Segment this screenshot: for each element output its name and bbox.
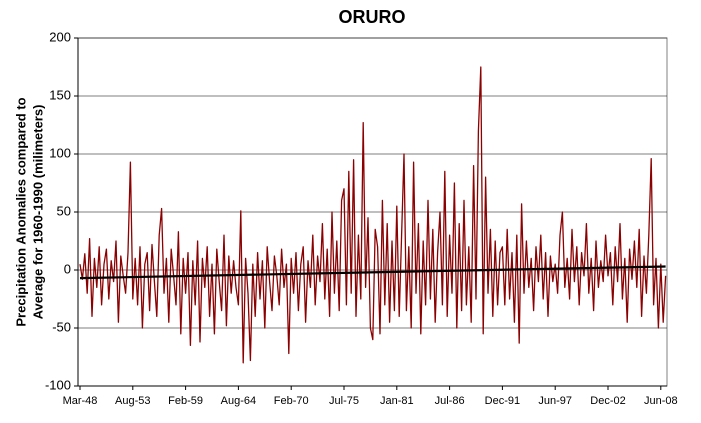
x-tick-label: Feb-70 <box>274 395 309 407</box>
y-tick-label: 200 <box>49 29 71 44</box>
x-tick-label: Jun-08 <box>644 395 678 407</box>
x-tick-label: Feb-59 <box>168 395 203 407</box>
chart-title: ORURO <box>339 7 406 27</box>
y-axis-title-line: Precipitation Anomalies compared to <box>13 97 28 326</box>
trend-line <box>79 265 666 280</box>
y-axis-title-line: Average for 1960-1990 (milimeters) <box>30 105 45 320</box>
x-tick-label: Dec-02 <box>590 395 625 407</box>
y-tick-label: 50 <box>57 203 71 218</box>
x-tick-label: Jul-86 <box>435 395 465 407</box>
x-tick-label: Dec-91 <box>485 395 520 407</box>
series-line <box>79 66 667 364</box>
y-tick-label: 150 <box>49 87 71 102</box>
x-tick-label: Jun-97 <box>538 395 572 407</box>
x-tick-label: Jan-81 <box>380 395 414 407</box>
x-tick-label: Aug-64 <box>221 395 256 407</box>
x-tick-label: Jul-75 <box>329 395 359 407</box>
y-axis-title: Precipitation Anomalies compared to Aver… <box>13 97 45 326</box>
y-tick-label: 100 <box>49 145 71 160</box>
y-tick-label: -50 <box>52 319 71 334</box>
y-tick-label: 0 <box>64 261 71 276</box>
x-tick-label: Aug-53 <box>115 395 150 407</box>
y-tick-label: -100 <box>45 377 71 392</box>
x-tick-label: Mar-48 <box>63 395 98 407</box>
